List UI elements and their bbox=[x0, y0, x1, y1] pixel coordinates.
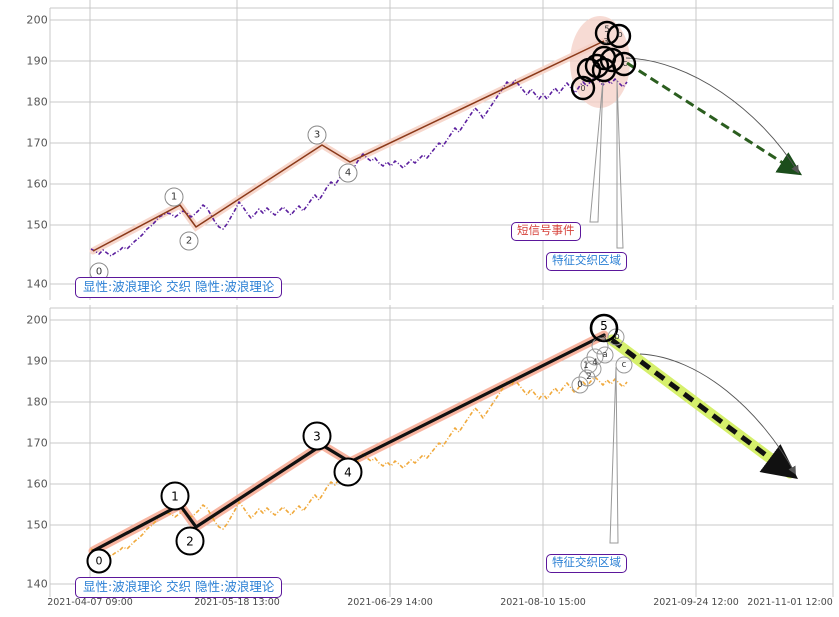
top-projection-line bbox=[626, 61, 803, 176]
wave-label-4: 4 bbox=[338, 163, 358, 183]
y-tick: 160 bbox=[26, 477, 48, 491]
x-tick: 2021-04-07 09:00 bbox=[47, 597, 133, 608]
y-tick: 140 bbox=[26, 577, 48, 591]
cluster-label-1: 1 bbox=[583, 361, 589, 371]
bottom-curve-arrow bbox=[639, 353, 796, 475]
cluster-label-b: b bbox=[614, 332, 620, 342]
bottom-cluster-bold-5 bbox=[589, 313, 619, 343]
cluster-label-3: 3 bbox=[603, 36, 609, 46]
y-tick: 150 bbox=[26, 218, 48, 232]
cluster-label-5: 5 bbox=[600, 319, 608, 333]
x-tick: 2021-09-24 12:00 bbox=[653, 597, 739, 608]
top-plot-canvas bbox=[49, 0, 834, 300]
y-tick: 170 bbox=[26, 136, 48, 150]
top-gridlines bbox=[49, 0, 834, 300]
y-tick: 170 bbox=[26, 436, 48, 450]
top-pointer-1 bbox=[589, 79, 604, 223]
y-tick: 160 bbox=[26, 177, 48, 191]
top-cluster-circles bbox=[570, 20, 637, 101]
annotation-feature-zone-top: 特征交织区域 bbox=[546, 252, 627, 271]
bottom-plot-canvas bbox=[49, 305, 834, 597]
cluster-label-0: 0 bbox=[580, 83, 586, 93]
bottom-projection-line bbox=[610, 337, 799, 479]
x-tick: 2021-05-18 13:00 bbox=[194, 597, 280, 608]
bottom-wave-overlay bbox=[91, 333, 606, 553]
x-tick: 2021-11-01 12:00 bbox=[747, 597, 833, 608]
x-tick: 2021-06-29 14:00 bbox=[347, 597, 433, 608]
cluster-label-b: b bbox=[617, 30, 623, 40]
y-tick: 190 bbox=[26, 354, 48, 368]
top-y-axis: 200 190 180 170 160 150 140 bbox=[0, 0, 48, 300]
top-legend: 显性:波浪理论 交织 隐性:波浪理论 bbox=[75, 277, 283, 299]
wave-label-4: 4 bbox=[333, 457, 363, 487]
bottom-pointer bbox=[609, 366, 619, 544]
top-pointer-2 bbox=[616, 79, 624, 249]
bottom-cluster-circles bbox=[571, 328, 633, 394]
wave-label-3: 3 bbox=[307, 125, 327, 145]
top-wave-glow bbox=[89, 16, 630, 255]
top-curve-arrow bbox=[625, 57, 799, 174]
annotation-feature-zone-bottom: 特征交织区域 bbox=[546, 554, 627, 573]
top-wave-overlay bbox=[92, 40, 605, 252]
cluster-label-5: 5 bbox=[604, 25, 610, 35]
cluster-label-0: 0 bbox=[577, 380, 583, 390]
top-price-line bbox=[90, 76, 628, 257]
bottom-price-line bbox=[90, 376, 628, 557]
y-tick: 190 bbox=[26, 54, 48, 68]
x-tick: 2021-08-10 15:00 bbox=[500, 597, 586, 608]
y-tick: 200 bbox=[26, 13, 48, 27]
top-chart-panel: 200 190 180 170 160 150 140 bbox=[0, 0, 839, 300]
y-tick: 140 bbox=[26, 277, 48, 291]
wave-label-1: 1 bbox=[160, 481, 190, 511]
cluster-label-a: a bbox=[602, 350, 608, 360]
wave-label-0: 0 bbox=[86, 548, 112, 574]
bottom-y-axis: 200 190 180 170 160 150 140 bbox=[0, 305, 48, 595]
y-tick: 150 bbox=[26, 518, 48, 532]
bottom-legend: 显性:波浪理论 交织 隐性:波浪理论 bbox=[75, 577, 283, 599]
y-tick: 180 bbox=[26, 95, 48, 109]
y-tick: 180 bbox=[26, 395, 48, 409]
cluster-label-4: 4 bbox=[592, 358, 598, 368]
wave-label-2: 2 bbox=[179, 231, 199, 251]
x-axis: 2021-04-07 09:00 2021-05-18 13:00 2021-0… bbox=[0, 597, 839, 617]
cluster-label-2: 2 bbox=[586, 372, 592, 382]
wave-label-1: 1 bbox=[164, 187, 184, 207]
wave-label-3: 3 bbox=[302, 421, 332, 451]
cluster-label-c: c bbox=[621, 360, 627, 370]
cluster-label-3: 3 bbox=[601, 333, 607, 343]
y-tick: 200 bbox=[26, 313, 48, 327]
wave-label-2: 2 bbox=[175, 526, 205, 556]
bottom-gridlines bbox=[49, 305, 834, 597]
cluster-label-c: c bbox=[622, 59, 628, 69]
bottom-chart-panel: 200 190 180 170 160 150 140 bbox=[0, 305, 839, 599]
annotation-short-signal: 短信号事件 bbox=[511, 222, 581, 241]
